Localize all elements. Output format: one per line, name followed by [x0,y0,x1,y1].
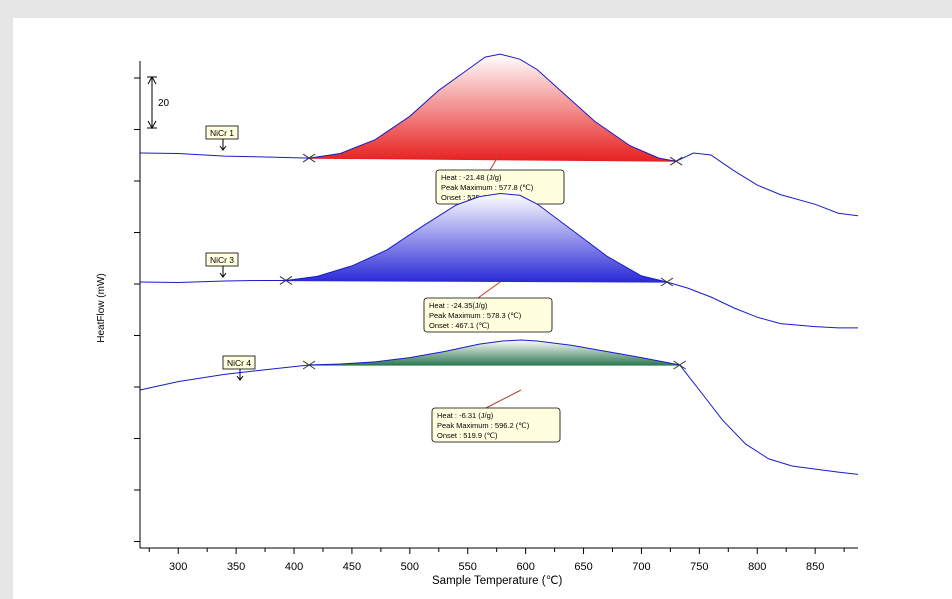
x-tick-label: 350 [227,561,245,573]
peak-callout-box [423,297,553,333]
y-axis-label: HeatFlow (mW) [96,273,107,342]
peak-baseline [309,157,677,162]
limit-marker [669,156,683,166]
peak-callout-text: Onset : 519.9 (℃) [437,431,498,440]
axes: 300 350 400 450 500 550 600 650 700 750 800 850 [134,61,858,573]
heatflow-curve [139,192,858,329]
peak-callout-text: Heat : -21.48 (J/g) [441,173,502,182]
series-label: NiCr 3 [210,255,234,265]
x-tick-label: 450 [343,561,361,573]
series-label-arrowhead [219,145,227,151]
x-tick-label: 650 [574,561,592,573]
scale-bar-arrow-up [147,75,157,85]
x-tick-label: 700 [632,561,650,573]
x-tick-label: 300 [169,561,187,573]
x-axis-label: Sample Temperature (℃) [432,575,562,587]
series-label-arrowhead [219,272,227,278]
peak-callout-text: Heat : -24.35(J/g) [429,301,488,310]
heatflow-curve [139,53,859,217]
x-tick-label: 600 [516,561,534,573]
x-tick-label: 500 [401,561,419,573]
peak-area [309,54,677,162]
x-tick-label: 800 [748,561,766,573]
peak-callout-text: Onset : 467.1 (℃) [429,321,490,330]
limit-marker [660,277,674,287]
series-nicr-3: NiCr 3 Heat : -24.35(J/g)Peak Maximum : 5… [139,192,858,333]
x-tick-label: 850 [806,561,824,573]
callout-leader [485,389,522,409]
peak-callout-text: Peak Maximum : 577.8 (℃) [441,183,534,192]
scale-bar-label: 20 [158,98,170,109]
series-label-arrowhead [236,375,244,381]
limit-marker [302,153,316,163]
callout-leader [477,281,501,299]
series-label-box [205,125,239,140]
series-label-box [222,355,256,370]
peak-baseline [285,279,667,283]
peak-callout-text: Heat : -6.31 (J/g) [437,411,494,420]
limit-marker [673,360,686,370]
callout-leader [489,152,501,171]
series-label-box [205,252,239,267]
peak-callout-text: Onset : 525.4 (℃) [441,193,502,202]
limit-marker [302,360,316,370]
peak-area [285,193,667,282]
series-nicr-4: NiCr 4 Heat : -6.31 (J/g)Peak Maximum : 5… [139,339,859,475]
series-label: NiCr 1 [210,128,234,138]
series-nicr-1: NiCr 1 Heat : -21.48 (J/g)Peak Maximum : … [139,53,859,217]
peak-callout-text: Peak Maximum : 578.3 (℃) [429,311,522,320]
peak-callout-text: Peak Maximum : 596.2 (℃) [437,421,530,430]
peak-callout-box [431,407,561,443]
scale-bar: 20 [147,75,170,130]
x-tick-label: 750 [690,561,708,573]
scale-bar-arrow-down [147,120,157,130]
series-label: NiCr 4 [227,358,251,368]
x-tick-label: 550 [459,561,477,573]
x-tick-label: 400 [285,561,303,573]
limit-marker [279,276,293,285]
